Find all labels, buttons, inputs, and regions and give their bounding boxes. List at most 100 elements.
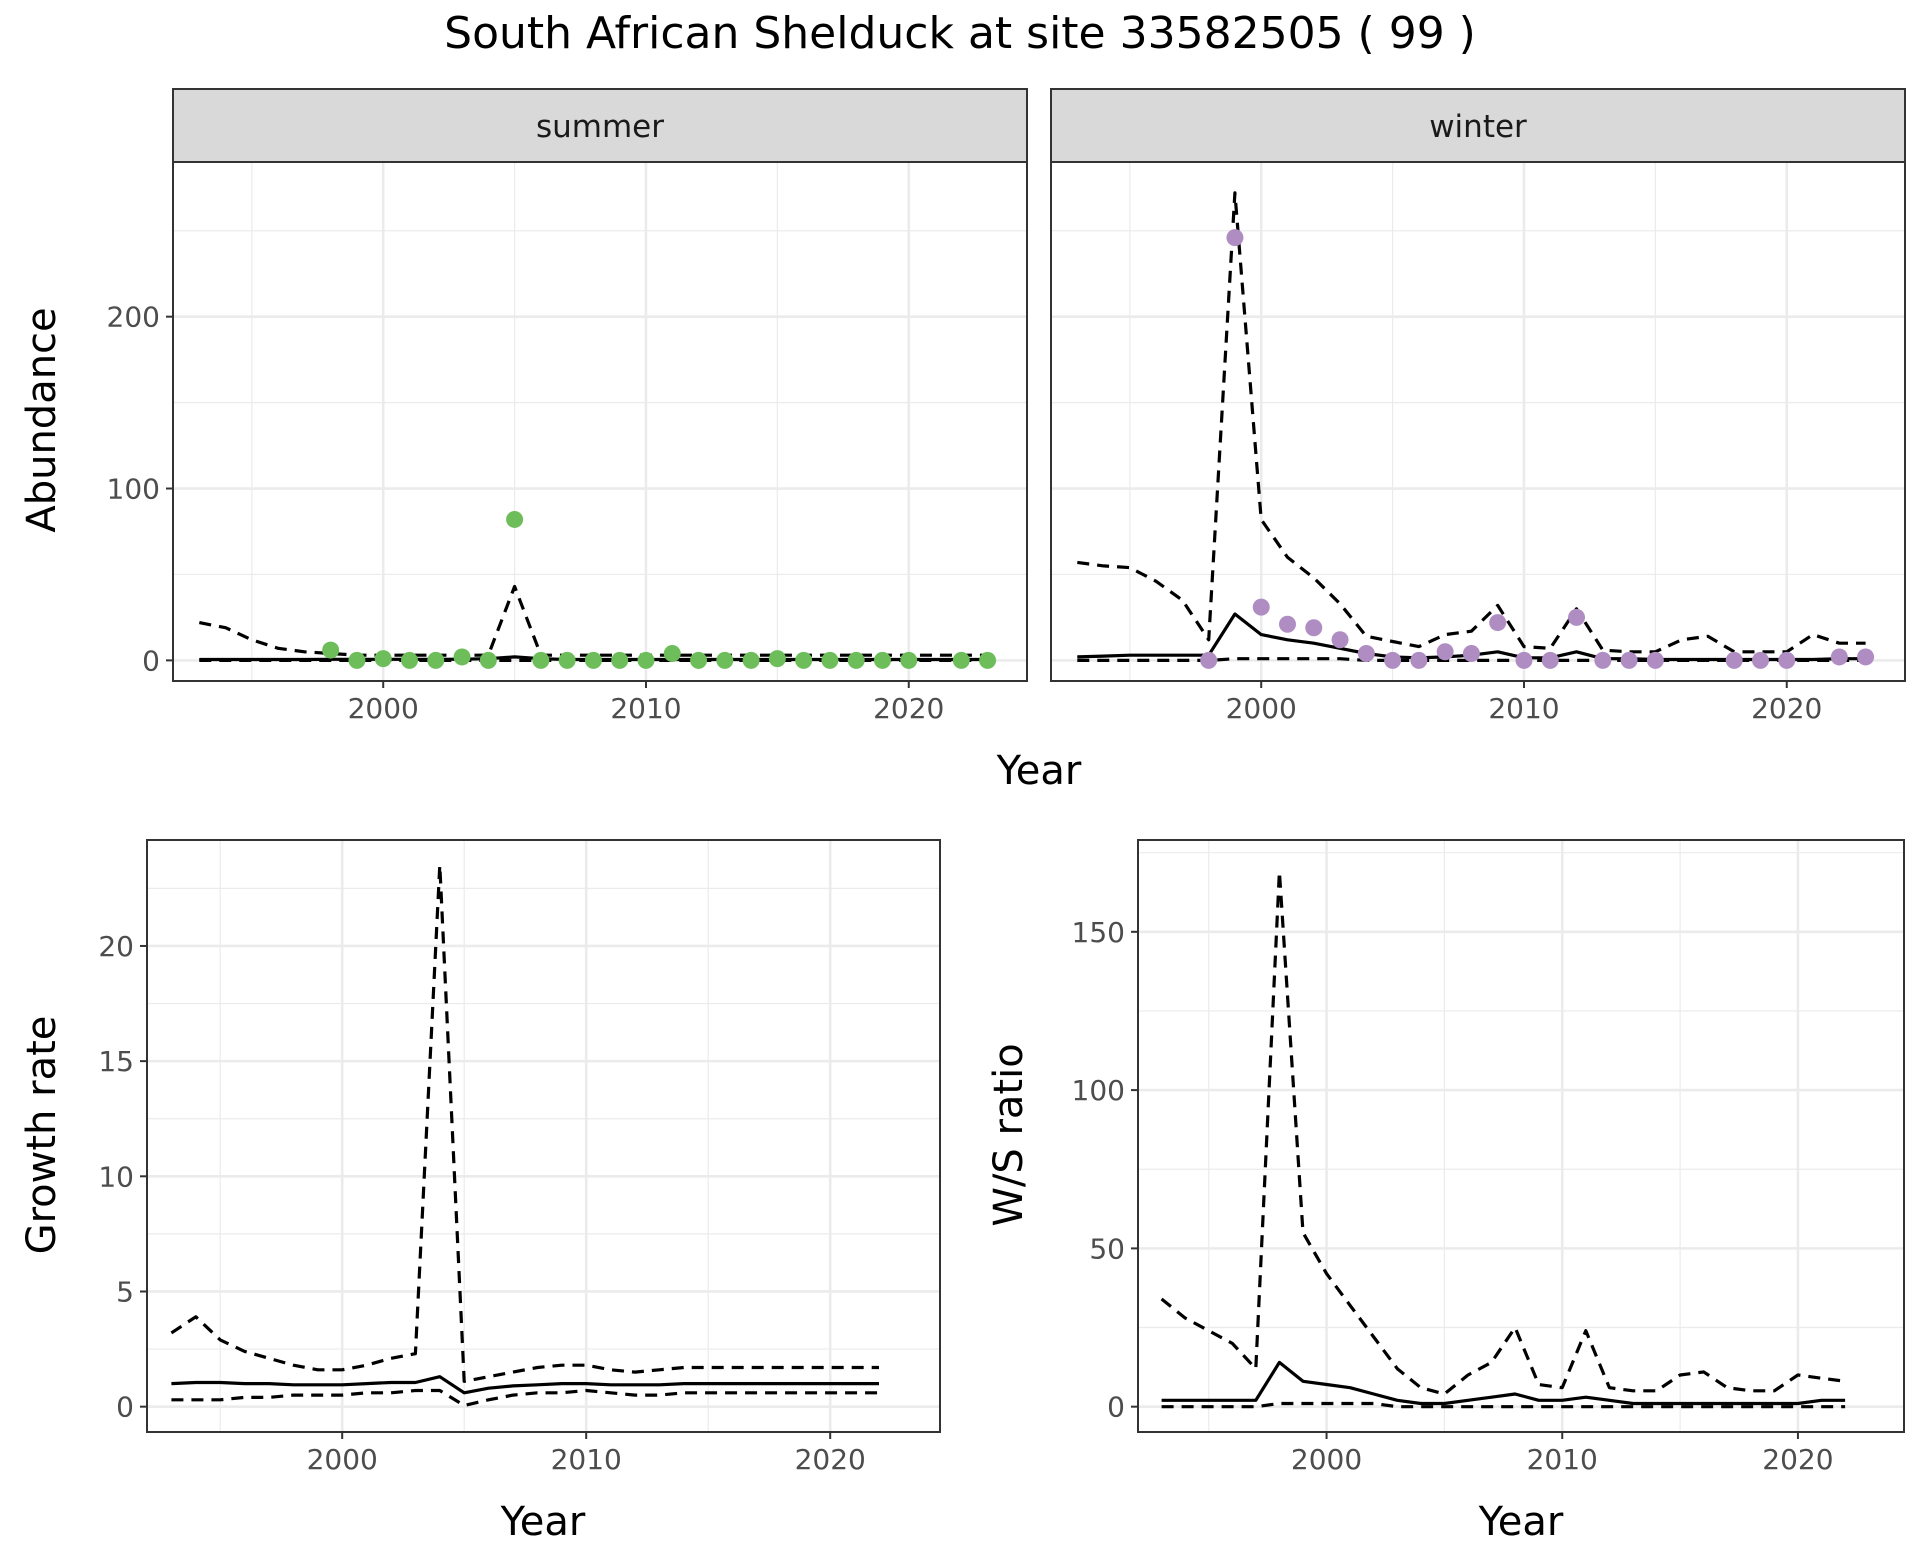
data-point (1384, 651, 1402, 669)
y-tick-label: 100 (107, 473, 160, 506)
panel-border (1137, 839, 1905, 1433)
y-tick-label: 200 (107, 301, 160, 334)
x-tick-label: 2010 (551, 1443, 622, 1476)
data-point (1462, 645, 1480, 663)
data-point (1357, 645, 1375, 663)
series-line-estimate (1161, 1360, 1846, 1406)
chart-title: South African Shelduck at site 33582505 … (444, 8, 1476, 59)
data-point (1620, 651, 1638, 669)
x-tick-label: 2000 (1226, 692, 1297, 725)
data-point (716, 651, 734, 669)
data-point (1200, 651, 1218, 669)
data-point (1515, 651, 1533, 669)
data-point (1830, 648, 1848, 666)
data-point (768, 650, 786, 668)
growth-x-axis-title: Year (500, 1499, 586, 1545)
panel-summer: 2000 2010 2020 0 100 200 (107, 161, 1028, 725)
growth-y-axis-title: Growth rate (19, 1016, 65, 1255)
ratio-y-axis-title: W/S ratio (986, 1043, 1032, 1226)
series-line-lower (1161, 1401, 1846, 1409)
x-tick-label: 2020 (873, 692, 944, 725)
strip-summer (172, 88, 1028, 163)
x-tick-label: 2020 (1751, 692, 1822, 725)
data-point (795, 651, 813, 669)
data-point (1226, 229, 1244, 247)
data-point (742, 651, 760, 669)
x-tick-label: 2000 (1291, 1443, 1362, 1476)
y-tick-label: 15 (98, 1045, 134, 1078)
panel-growth: 2000 2010 2020 0 5 10 15 20 (98, 839, 941, 1476)
y-tick-label: 50 (1089, 1232, 1125, 1265)
plot-background (1138, 840, 1904, 1432)
panel-winter: 2000 2010 2020 (1050, 161, 1906, 725)
x-tick-label: 2020 (795, 1443, 866, 1476)
data-point (1646, 651, 1664, 669)
panel-border (146, 839, 941, 1433)
panel-border (172, 161, 1028, 682)
plot-background (147, 840, 940, 1432)
data-point (479, 651, 497, 669)
panel-ratio: 2000 2010 2020 0 50 100 150 (1072, 839, 1905, 1476)
series-line-upper (170, 863, 879, 1383)
data-point (1541, 651, 1559, 669)
y-tick-label: 20 (98, 930, 134, 963)
y-tick-label: 0 (142, 644, 160, 677)
plot-background (1051, 162, 1905, 681)
data-point (584, 651, 602, 669)
ratio-x-axis-title: Year (1478, 1499, 1564, 1545)
data-point (1778, 651, 1796, 669)
x-tick-label: 2020 (1762, 1443, 1833, 1476)
data-point (1568, 608, 1586, 626)
data-point (348, 651, 366, 669)
data-point (453, 648, 471, 666)
data-point (1489, 614, 1507, 632)
data-point (506, 510, 524, 528)
x-tick-label: 2010 (1488, 692, 1559, 725)
data-point (1305, 619, 1323, 637)
data-point (1278, 615, 1296, 633)
x-tick-label: 2010 (1527, 1443, 1598, 1476)
data-point (900, 651, 918, 669)
data-point (1436, 643, 1454, 661)
data-point (611, 651, 629, 669)
y-tick-label: 150 (1072, 916, 1125, 949)
y-tick-label: 0 (116, 1391, 134, 1424)
y-tick-label: 0 (1107, 1391, 1125, 1424)
data-point (1751, 651, 1769, 669)
data-point (1331, 631, 1349, 649)
abundance-y-axis-title: Abundance (19, 307, 65, 532)
data-point (400, 651, 418, 669)
x-tick-label: 2010 (610, 692, 681, 725)
data-point (979, 651, 997, 669)
data-point (952, 651, 970, 669)
data-point (873, 651, 891, 669)
series-line-estimate (171, 1375, 879, 1395)
data-point (374, 650, 392, 668)
data-point (821, 651, 839, 669)
data-point (1252, 598, 1270, 616)
series-line-upper (1077, 191, 1866, 654)
data-point (847, 651, 865, 669)
data-point (532, 651, 550, 669)
panel-border (1050, 161, 1906, 682)
x-tick-label: 2000 (348, 692, 419, 725)
x-tick-label: 2000 (307, 1443, 378, 1476)
top-x-axis-title: Year (996, 748, 1082, 794)
data-point (427, 651, 445, 669)
strip-winter (1050, 88, 1906, 163)
data-point (690, 651, 708, 669)
data-point (558, 651, 576, 669)
data-point (1410, 651, 1428, 669)
data-point (322, 641, 340, 659)
data-point (1725, 651, 1743, 669)
y-tick-label: 5 (116, 1275, 134, 1308)
y-tick-label: 100 (1072, 1074, 1125, 1107)
y-tick-label: 10 (98, 1160, 134, 1193)
data-point (637, 651, 655, 669)
strip-label-summer: summer (536, 109, 664, 145)
data-point (663, 645, 681, 663)
strip-label-winter: winter (1429, 109, 1527, 145)
plot-background (173, 162, 1027, 681)
data-point (1857, 648, 1875, 666)
